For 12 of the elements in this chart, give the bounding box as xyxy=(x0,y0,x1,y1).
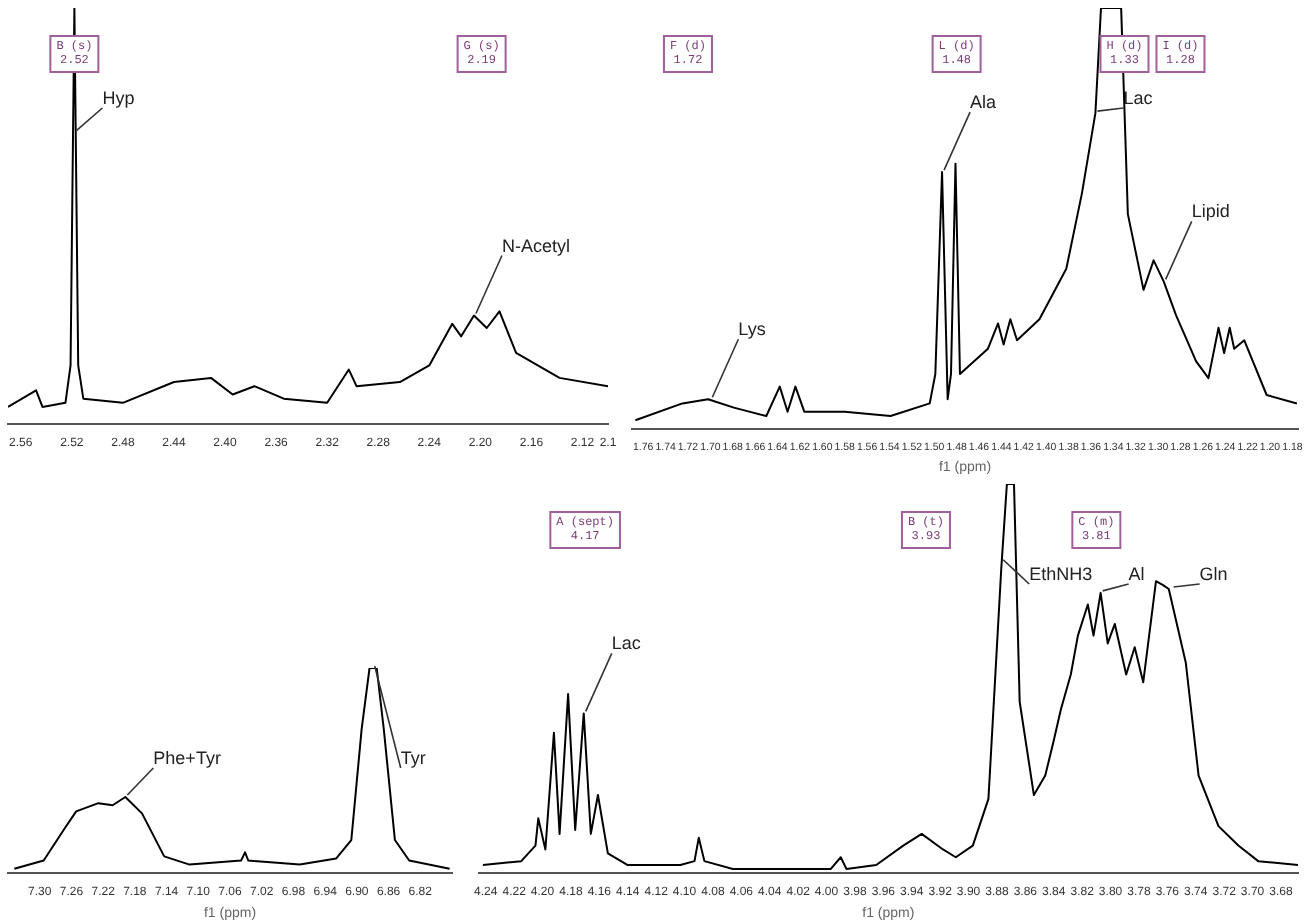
annotation: N-Acetyl xyxy=(501,235,570,256)
annotation: Gln xyxy=(1199,563,1228,584)
annotation: EthNH3 xyxy=(1029,563,1093,584)
annotation: Al xyxy=(1128,563,1145,584)
annotation: Lys xyxy=(738,319,767,340)
annotation: Lac xyxy=(611,633,642,654)
annotation: Hyp xyxy=(102,87,135,108)
annotation: Ala xyxy=(970,92,997,113)
annotation: Lipid xyxy=(1191,201,1230,222)
annotation: Tyr xyxy=(400,747,426,768)
annotation: Lac xyxy=(1123,87,1154,108)
annotation: Phe+Tyr xyxy=(153,747,221,768)
